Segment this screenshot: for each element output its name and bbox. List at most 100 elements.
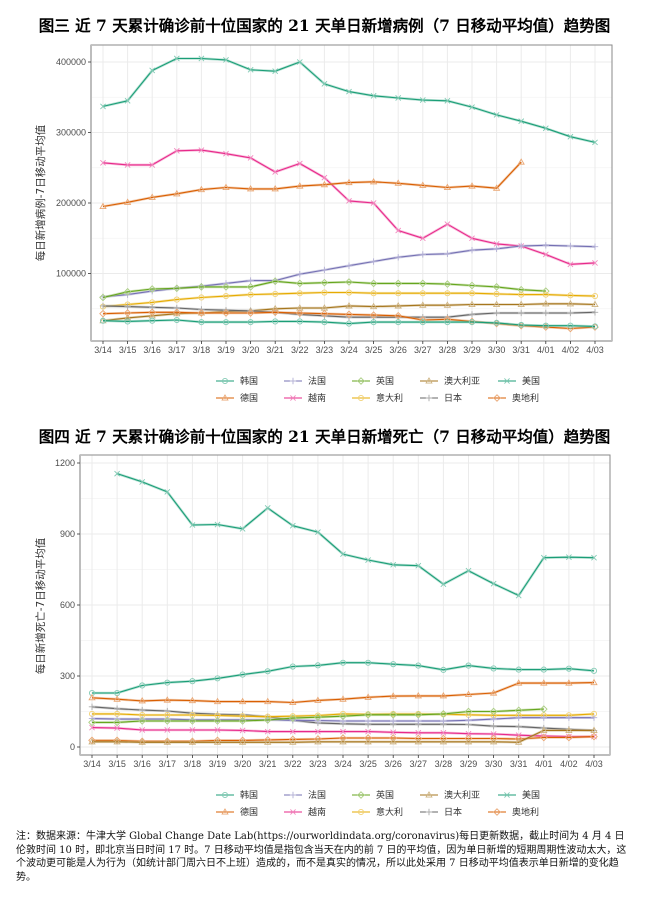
c1-legend-label: 韩国 (240, 377, 259, 387)
c2-point (465, 717, 472, 724)
c1-point (321, 80, 328, 87)
c2-point (515, 679, 523, 686)
c1-point (320, 309, 329, 318)
footnote: 注：数据来源：牛津大学 Global Change Date Lab(https… (16, 831, 627, 883)
c1-point (173, 316, 180, 324)
c1-point (198, 294, 205, 301)
c1-point (321, 266, 328, 274)
c2-line (92, 713, 595, 718)
c2-legend-label: 德国 (240, 808, 259, 818)
c1-point (272, 318, 279, 325)
c2-point (289, 728, 296, 735)
c2-point (314, 529, 321, 536)
c1-xtick-label: 3/16 (143, 345, 161, 355)
c2-point (264, 728, 271, 735)
c1-point (542, 125, 549, 132)
c2-point (314, 737, 322, 745)
legend-key-icon (352, 394, 370, 401)
c1-legend-item: 美国 (497, 374, 565, 387)
c1-point (419, 97, 426, 103)
c2-point (239, 525, 246, 532)
c1-point (468, 319, 476, 326)
c2-point (314, 713, 322, 722)
c2-point (465, 730, 472, 737)
c2-point (390, 717, 397, 725)
c1-point (271, 277, 280, 286)
c1-line (102, 161, 522, 208)
c2-point (138, 717, 147, 725)
c2-point (415, 717, 422, 725)
c2-point (214, 675, 221, 682)
c2-point (590, 714, 598, 721)
c2-legend-label: 奥地利 (512, 808, 540, 818)
c2-point (515, 714, 522, 721)
c1-point (346, 197, 352, 204)
legend-key-icon (352, 808, 370, 815)
c2-point (489, 737, 498, 745)
c2-point (114, 470, 121, 477)
c2-point (464, 690, 473, 697)
c1-point (443, 301, 452, 308)
c2-point (440, 666, 447, 673)
c1-point (124, 318, 131, 325)
c1-legend-item: 日本 (419, 391, 487, 404)
c2-xtick-label: 3/28 (435, 759, 453, 769)
c2-point (415, 729, 422, 736)
c1-point (123, 309, 132, 317)
c2-point (390, 561, 397, 568)
c2-ytick-label: 600 (60, 600, 75, 610)
c1-legend-label: 英国 (376, 377, 395, 387)
c2-xtick-label: 3/25 (359, 759, 377, 769)
c2-point (540, 554, 547, 561)
c1-point (492, 300, 501, 308)
c2-point (565, 726, 573, 733)
c2-point (188, 696, 197, 704)
c1-legend-item: 德国 (215, 391, 283, 404)
c2-point (565, 714, 573, 721)
c2-point (164, 727, 171, 733)
legend-key-icon (284, 394, 302, 401)
c2-point (238, 697, 247, 705)
c2-point (314, 696, 322, 703)
c1-point (223, 150, 229, 157)
c2-series-澳大利亚 (88, 726, 598, 745)
c1-xtick-label: 4/01 (537, 345, 555, 355)
c1-point (296, 290, 303, 297)
c1-point (444, 250, 451, 257)
c1-point (345, 302, 353, 309)
c2-point (264, 668, 271, 675)
c2-point (239, 671, 246, 678)
c1-xtick-label: 3/25 (365, 345, 383, 355)
c2-xtick-label: 3/16 (133, 759, 151, 769)
c2-point (415, 562, 422, 569)
c2-point (114, 725, 121, 731)
c2-point (515, 592, 522, 599)
c1-point (444, 221, 451, 228)
c1-point (518, 291, 525, 298)
c1-point (172, 308, 181, 317)
c1-xtick-label: 3/31 (512, 345, 530, 355)
c2-point (565, 733, 573, 742)
c2-line (116, 473, 595, 597)
c1-ytick-label: 400000 (56, 57, 86, 67)
c2-point (539, 705, 548, 713)
c1-legend-item: 法国 (283, 374, 351, 387)
c2-point (138, 696, 146, 704)
c2-legend-label: 韩国 (240, 791, 259, 801)
c1-point (591, 323, 599, 330)
c1-point (542, 309, 549, 317)
c1-point (173, 304, 180, 312)
c2-point (490, 731, 497, 737)
legend-key-icon (352, 376, 370, 385)
c2-point (439, 737, 448, 745)
c1-point (198, 55, 205, 62)
c2-point (489, 689, 498, 696)
c2-point (314, 662, 321, 669)
c1-point (123, 314, 132, 321)
c1-xtick-label: 4/03 (586, 345, 604, 355)
c2-point (490, 722, 497, 730)
legend-key-icon (420, 790, 438, 798)
c1-point (418, 279, 427, 288)
c1-point (222, 283, 230, 291)
c2-xtick-label: 4/03 (585, 759, 603, 769)
